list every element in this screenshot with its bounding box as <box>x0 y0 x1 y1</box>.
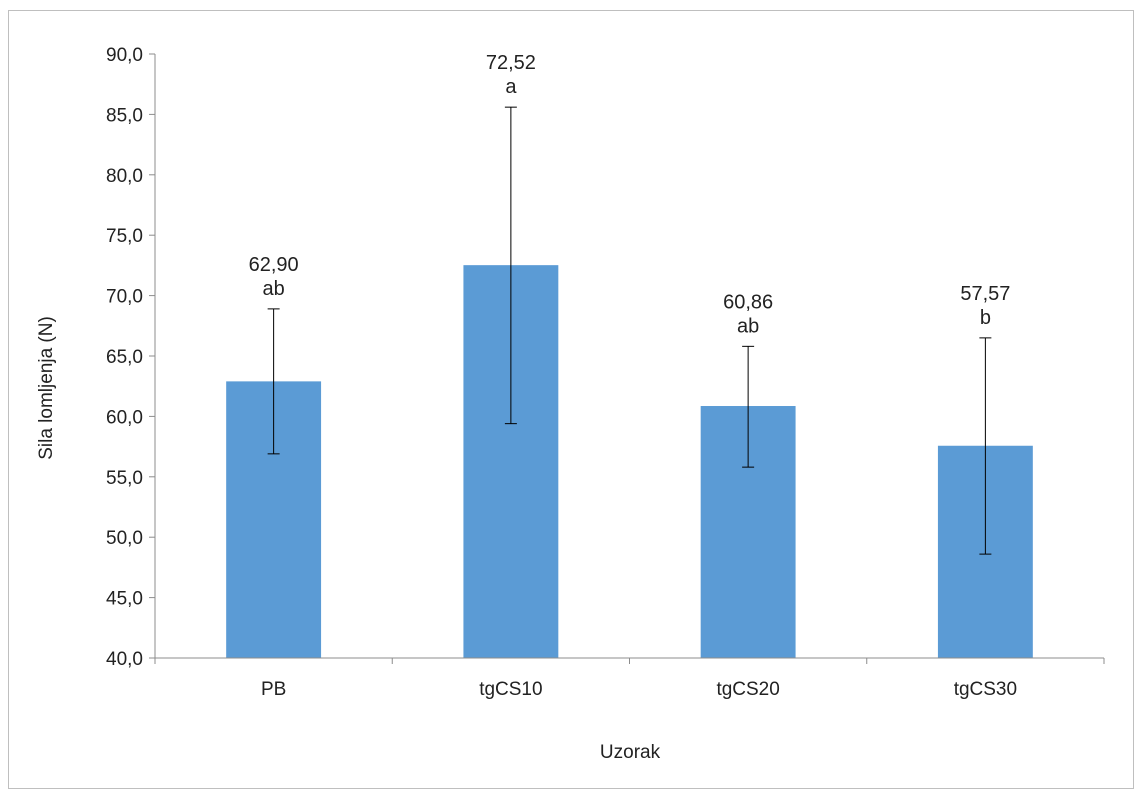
y-tick-label: 60,0 <box>106 407 143 428</box>
y-tick-label: 85,0 <box>106 105 143 126</box>
y-tick-label: 70,0 <box>106 287 143 308</box>
bars-layer <box>226 265 1033 658</box>
significance-letter: ab <box>263 278 285 300</box>
y-tick-label: 55,0 <box>106 468 143 489</box>
chart-frame <box>8 10 1134 789</box>
x-category-label: tgCS10 <box>479 679 542 700</box>
y-tick-label: 75,0 <box>106 226 143 247</box>
value-label: 60,86 <box>723 291 773 313</box>
x-category-label: tgCS30 <box>954 679 1017 700</box>
y-tick-label: 90,0 <box>106 45 143 66</box>
x-axis-title: Uzorak <box>600 742 661 763</box>
significance-letter: b <box>980 307 991 329</box>
y-tick-label: 50,0 <box>106 528 143 549</box>
y-axis-title: Sila lomljenja (N) <box>36 316 57 460</box>
y-tick-label: 80,0 <box>106 166 143 187</box>
value-label: 62,90 <box>249 254 299 276</box>
y-tick-label: 45,0 <box>106 589 143 610</box>
x-category-label: tgCS20 <box>716 679 779 700</box>
y-tick-label: 65,0 <box>106 347 143 368</box>
significance-letter: a <box>505 76 517 98</box>
labels-layer: 40,0 45,0 50,0 55,0 60,0 65,0 70,0 75,0 80,0 85,0… <box>106 45 1017 700</box>
y-tick-label: 40,0 <box>106 649 143 670</box>
x-category-label: PB <box>261 679 286 700</box>
value-label: 57,57 <box>960 283 1010 305</box>
axes-layer <box>149 53 1105 664</box>
value-label: 72,52 <box>486 52 536 74</box>
error-bars-layer <box>267 106 992 555</box>
significance-letter: ab <box>737 315 759 337</box>
